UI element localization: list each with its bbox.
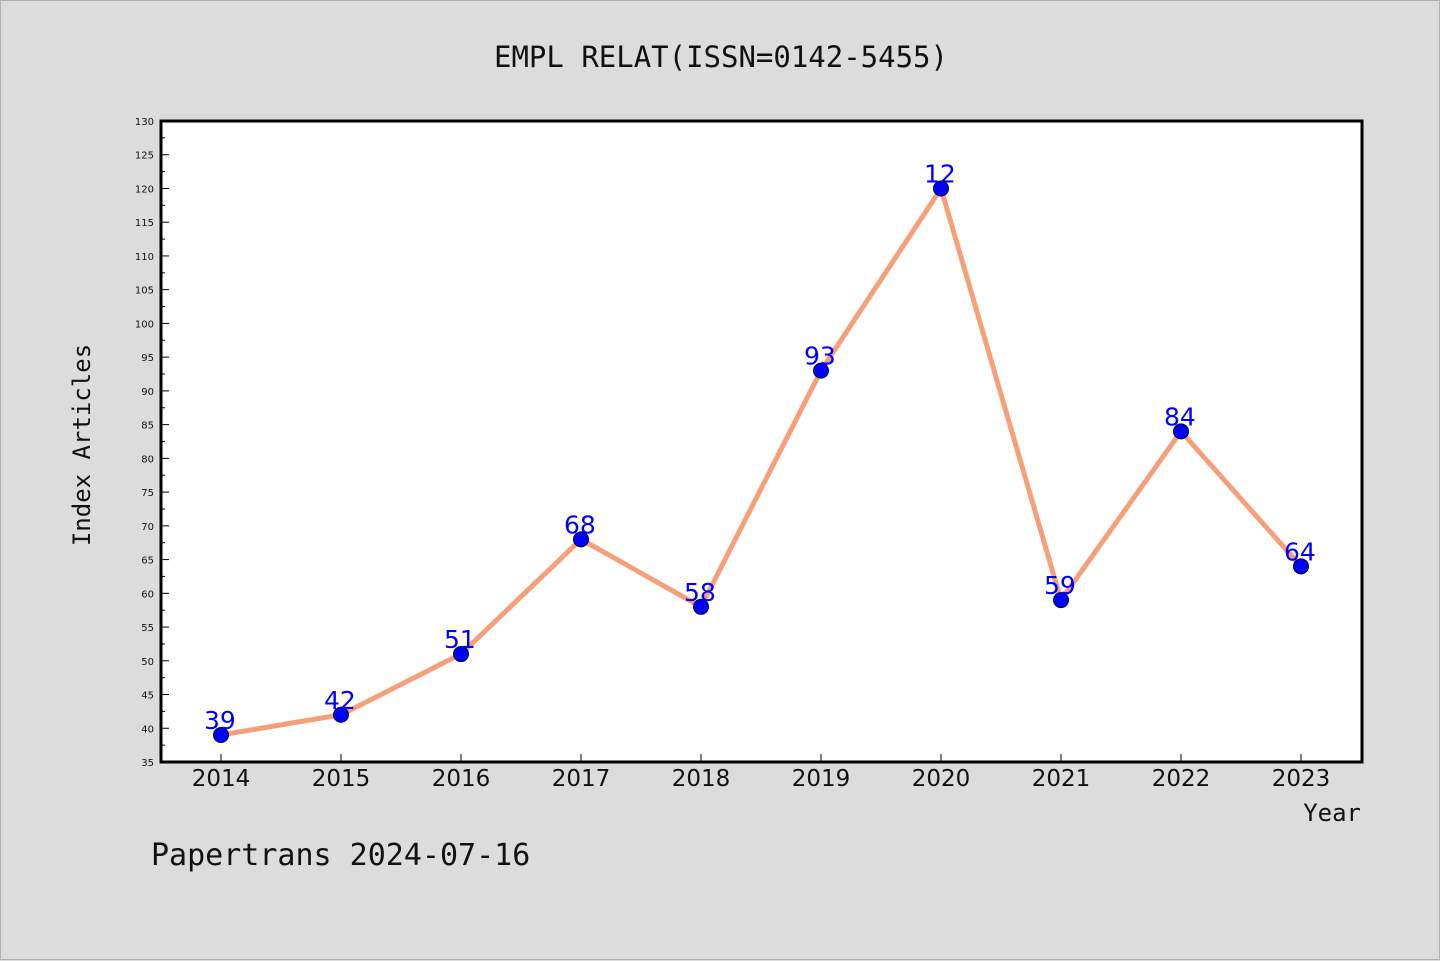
x-tick-label: 2023 [1272, 766, 1331, 792]
data-label: 51 [444, 625, 476, 654]
data-point [333, 706, 349, 723]
data-point [933, 180, 949, 197]
x-tick-label: 2019 [792, 766, 851, 792]
data-label: 59 [1044, 571, 1076, 600]
series-line-group [218, 185, 1304, 738]
y-tick-label: 80 [141, 454, 154, 465]
data-label: 58 [684, 578, 716, 607]
x-axis-ticks: 2014 2015 2016 2017 2018 2019 2020 2021 2022 2023 [192, 754, 1331, 792]
y-tick-label: 120 [135, 184, 154, 195]
data-point [813, 362, 829, 379]
x-axis-label: Year [1303, 799, 1361, 827]
data-point [1293, 558, 1309, 575]
y-tick-label: 40 [141, 724, 154, 735]
x-tick-label: 2015 [312, 766, 371, 792]
y-tick-label: 95 [141, 353, 154, 364]
data-label: 39 [204, 706, 236, 735]
y-tick-label: 45 [141, 691, 154, 702]
footer-text: Papertrans 2024-07-16 [151, 838, 530, 873]
chart-title: EMPL RELAT(ISSN=0142-5455) [494, 40, 948, 74]
data-labels-group: 39 42 51 68 58 93 12 59 84 64 [204, 159, 1316, 735]
data-label: 64 [1284, 537, 1316, 566]
data-label: 42 [324, 686, 356, 715]
y-tick-label: 55 [141, 623, 154, 634]
data-point [213, 727, 229, 744]
markers-group [213, 180, 1309, 744]
y-tick-label: 130 [135, 117, 154, 128]
y-axis-label: Index Articles [68, 344, 96, 546]
plot-area [159, 119, 1364, 764]
x-tick-label: 2022 [1152, 766, 1211, 792]
data-point [573, 531, 589, 548]
y-tick-label: 85 [141, 421, 154, 432]
data-label: 12 [924, 159, 956, 188]
data-point [1173, 423, 1189, 440]
data-point [1053, 592, 1069, 609]
x-tick-label: 2021 [1032, 766, 1091, 792]
data-label: 68 [564, 510, 596, 539]
y-tick-label: 105 [135, 286, 154, 297]
data-point [693, 598, 709, 615]
data-label: 84 [1164, 402, 1196, 431]
y-tick-label: 75 [141, 488, 154, 499]
y-tick-label: 100 [135, 319, 154, 330]
y-tick-label: 70 [141, 522, 154, 533]
x-tick-label: 2014 [192, 766, 251, 792]
x-tick-label: 2020 [912, 766, 971, 792]
y-tick-label: 60 [141, 589, 154, 600]
x-tick-label: 2018 [672, 766, 731, 792]
y-tick-label: 65 [141, 556, 154, 567]
y-tick-label: 110 [135, 252, 154, 263]
y-tick-label: 35 [141, 758, 154, 769]
series-line [218, 185, 1304, 738]
y-tick-label: 125 [135, 151, 154, 162]
data-label: 93 [804, 342, 836, 371]
y-axis-ticks: 35 40 45 50 55 60 65 70 75 80 85 90 95 100 105 110 115 12… [135, 117, 169, 769]
x-tick-label: 2017 [552, 766, 611, 792]
data-point [453, 646, 469, 663]
y-tick-label: 90 [141, 387, 154, 398]
y-tick-label: 50 [141, 657, 154, 668]
y-tick-label: 115 [135, 218, 154, 229]
x-tick-label: 2016 [432, 766, 491, 792]
